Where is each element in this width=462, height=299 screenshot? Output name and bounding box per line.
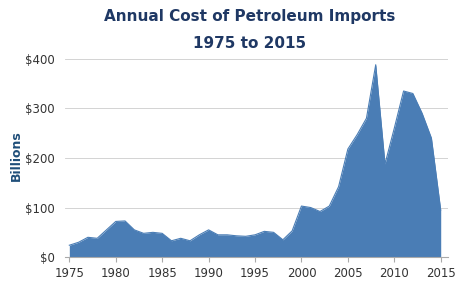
Y-axis label: Billions: Billions (9, 130, 23, 181)
Text: 1975 to 2015: 1975 to 2015 (193, 36, 306, 51)
Text: Annual Cost of Petroleum Imports: Annual Cost of Petroleum Imports (104, 9, 395, 24)
